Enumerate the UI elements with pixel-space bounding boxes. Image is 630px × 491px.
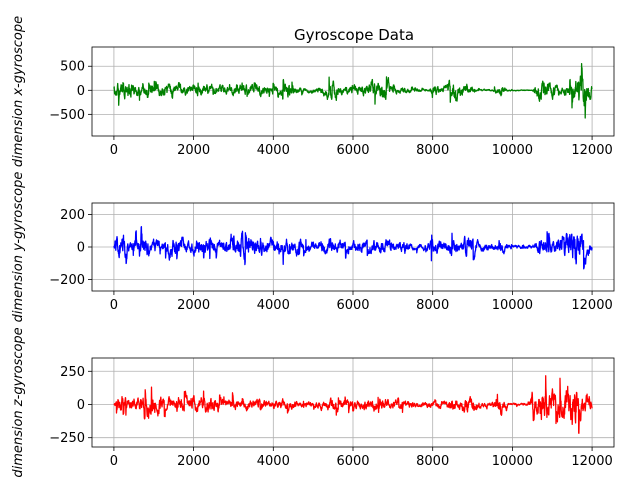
y-axis-label: dimension x-gyroscope — [11, 16, 26, 167]
series-line-z — [113, 375, 593, 434]
subplot-y: 0 2000 4000 6000 8000 10000 12000 −200 0 200 dimen… — [11, 172, 615, 323]
subplot-z: 0 2000 4000 6000 8000 10000 12000 −250 0 250 dimen… — [11, 327, 615, 478]
y-tick-label: −250 — [49, 431, 85, 446]
x-tick-label: 2000 — [177, 298, 210, 313]
y-tick-label: −500 — [49, 108, 85, 123]
y-tick-label: −200 — [49, 273, 85, 288]
y-axis-label: dimension z-gyroscope — [11, 327, 26, 477]
x-tick-label: 0 — [110, 454, 118, 469]
x-tick-label: 10000 — [492, 298, 533, 313]
y-tick-label: 0 — [77, 84, 85, 99]
x-tick-label: 2000 — [177, 454, 210, 469]
y-tick-label: 0 — [77, 241, 85, 256]
x-tick-label: 6000 — [336, 298, 369, 313]
x-tick-label: 8000 — [416, 454, 449, 469]
subplot-panels: 0 2000 4000 6000 8000 10000 12000−5000500dimen… — [11, 16, 615, 478]
series-line-x — [113, 63, 593, 119]
x-tick-label: 0 — [110, 143, 118, 158]
chart-title: Gyroscope Data — [294, 26, 414, 44]
x-tick-label: 10000 — [492, 143, 533, 158]
x-tick-label: 12000 — [571, 298, 612, 313]
x-tick-label: 6000 — [336, 143, 369, 158]
x-tick-label: 6000 — [336, 454, 369, 469]
y-tick-label: 500 — [60, 60, 85, 75]
x-tick-label: 4000 — [257, 143, 290, 158]
y-tick-label: 200 — [60, 208, 85, 223]
x-tick-label: 8000 — [416, 298, 449, 313]
x-tick-label: 4000 — [257, 454, 290, 469]
x-tick-label: 12000 — [571, 454, 612, 469]
x-tick-label: 12000 — [571, 143, 612, 158]
x-tick-label: 4000 — [257, 298, 290, 313]
y-tick-label: 250 — [60, 365, 85, 380]
x-tick-label: 0 — [110, 298, 118, 313]
x-tick-label: 2000 — [177, 143, 210, 158]
series-line-y — [113, 226, 593, 270]
x-tick-label: 10000 — [492, 454, 533, 469]
x-tick-label: 8000 — [416, 143, 449, 158]
subplot-x: 0 2000 4000 6000 8000 10000 12000 −500 0 500 dimen… — [11, 16, 615, 167]
y-tick-label: 0 — [77, 398, 85, 413]
y-axis-label: dimension y-gyroscope — [11, 172, 26, 323]
